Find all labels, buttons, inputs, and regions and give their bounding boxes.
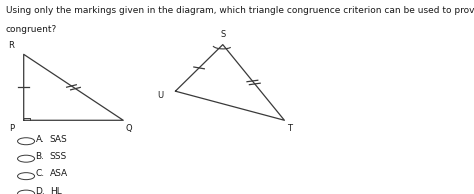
Text: C.: C. [36, 170, 45, 178]
Text: P: P [9, 124, 14, 133]
Text: S: S [220, 30, 226, 39]
Text: D.: D. [36, 187, 46, 194]
Text: A.: A. [36, 135, 45, 144]
Text: congruent?: congruent? [6, 25, 57, 34]
Text: ASA: ASA [50, 170, 68, 178]
Text: Using only the markings given in the diagram, which triangle congruence criterio: Using only the markings given in the dia… [6, 6, 474, 15]
Text: HL: HL [50, 187, 62, 194]
Text: B.: B. [36, 152, 45, 161]
Text: SSS: SSS [50, 152, 67, 161]
Text: T: T [287, 124, 292, 133]
Text: Q: Q [126, 124, 132, 133]
Text: R: R [9, 42, 14, 50]
Text: SAS: SAS [50, 135, 67, 144]
Text: U: U [157, 91, 164, 100]
